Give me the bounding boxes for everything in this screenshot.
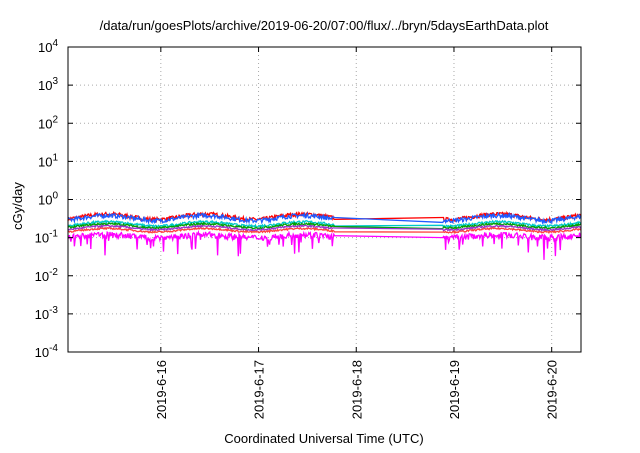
y-tick-label: 10-2: [35, 267, 59, 284]
y-tick-label: 10-3: [35, 305, 59, 322]
y-tick-label: 100: [38, 191, 58, 208]
chart-title: /data/run/goesPlots/archive/2019-06-20/0…: [100, 18, 549, 33]
y-tick-label: 104: [38, 38, 58, 55]
grid-lines: [68, 47, 581, 352]
axis-ticks: 10-4 10-3 10-2 10-1 100 101 102 103 104 2019-6-16…: [35, 38, 581, 419]
series-line: [67, 226, 582, 235]
series-line: [67, 211, 582, 225]
y-tick-label: 102: [38, 114, 58, 131]
x-tick-label: 2019-6-16: [154, 360, 169, 419]
plot-area: [67, 210, 582, 260]
x-tick-label: 2019-6-17: [252, 360, 267, 419]
series-line: [67, 219, 582, 229]
series-line: [67, 223, 582, 233]
y-tick-label: 101: [38, 152, 58, 169]
x-tick-label: 2019-6-18: [349, 360, 364, 419]
y-axis-label: cGy/day: [10, 182, 25, 230]
x-tick-label: 2019-6-20: [545, 360, 560, 419]
y-tick-label: 103: [38, 76, 58, 93]
x-axis-label: Coordinated Universal Time (UTC): [224, 431, 423, 446]
y-tick-label: 10-4: [35, 343, 59, 360]
x-tick-label: 2019-6-19: [447, 360, 462, 419]
series-line: [67, 229, 582, 260]
series-line: [67, 221, 582, 231]
y-tick-label: 10-1: [35, 229, 59, 246]
